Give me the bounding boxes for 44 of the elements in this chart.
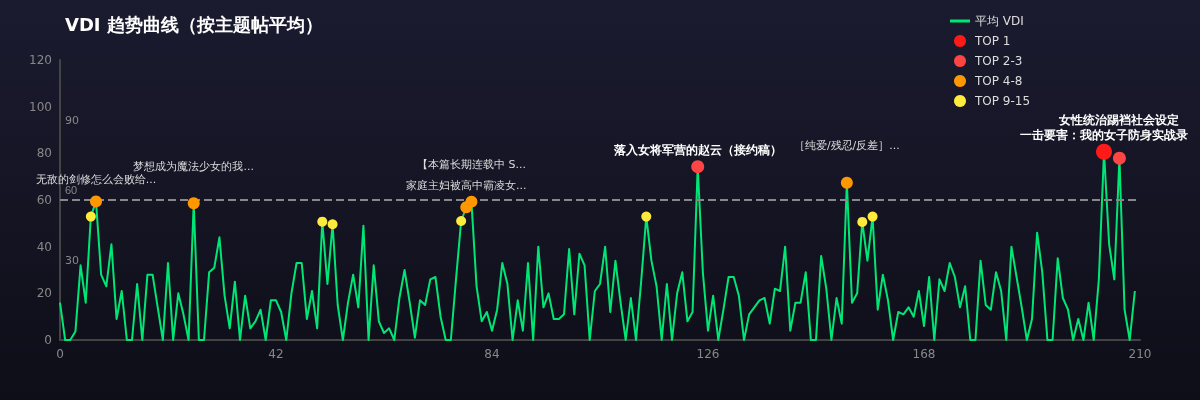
point bbox=[187, 197, 200, 210]
annotation: 90 bbox=[65, 114, 79, 127]
point bbox=[1112, 151, 1126, 165]
point bbox=[465, 195, 478, 208]
point bbox=[456, 216, 467, 226]
point bbox=[1096, 143, 1112, 160]
legend-label: 平均 VDI bbox=[975, 14, 1024, 28]
point bbox=[857, 216, 868, 227]
x-tick-label: 126 bbox=[696, 347, 720, 361]
point bbox=[691, 160, 705, 174]
y-tick-label: 0 bbox=[44, 333, 52, 347]
point bbox=[641, 211, 652, 222]
annotation: 梦想成为魔法少女的我... bbox=[133, 159, 254, 173]
point bbox=[317, 216, 328, 227]
legend-label: TOP 1 bbox=[974, 34, 1011, 48]
y-tick-label: 20 bbox=[36, 286, 52, 301]
x-tick-label: 210 bbox=[1128, 347, 1152, 361]
point bbox=[327, 219, 338, 230]
x-tick-label: 42 bbox=[268, 347, 284, 361]
ref-line-label: 60 bbox=[65, 183, 78, 196]
x-tick-label: 168 bbox=[912, 347, 936, 361]
legend-label: TOP 2-3 bbox=[974, 54, 1023, 68]
annotation: 落入女将军营的赵云（接约稿） bbox=[612, 143, 782, 158]
legend-label: TOP 4-8 bbox=[974, 74, 1023, 88]
y-tick-label: 120 bbox=[29, 53, 52, 67]
x-tick-label: 84 bbox=[484, 347, 500, 361]
y-tick-label: 40 bbox=[36, 239, 52, 254]
legend-label: TOP 9-15 bbox=[974, 94, 1031, 108]
point bbox=[90, 195, 102, 208]
point bbox=[840, 176, 853, 189]
y-tick-label: 100 bbox=[29, 99, 52, 114]
annotation: 一击要害：我的女子防身实战录 bbox=[1020, 128, 1188, 143]
annotation: 无敌的剑修怎么会败给... bbox=[35, 172, 157, 186]
annotation: 【本篇长期连载中 S... bbox=[416, 158, 526, 172]
x-tick-label: 0 bbox=[56, 347, 64, 361]
chart-title: VDI 趋势曲线（按主题帖平均） bbox=[65, 13, 323, 35]
annotation: 30 bbox=[65, 254, 79, 267]
point bbox=[85, 211, 96, 222]
annotation: 家庭主妇被高中霸凌女... bbox=[406, 178, 527, 192]
y-tick-label: 60 bbox=[36, 193, 52, 207]
point bbox=[867, 211, 878, 222]
annotation: 女性统治踢裆社会设定 bbox=[1058, 112, 1180, 127]
y-tick-label: 80 bbox=[36, 146, 52, 161]
annotation: ［纯爱/残忍/反差］... bbox=[793, 139, 900, 153]
